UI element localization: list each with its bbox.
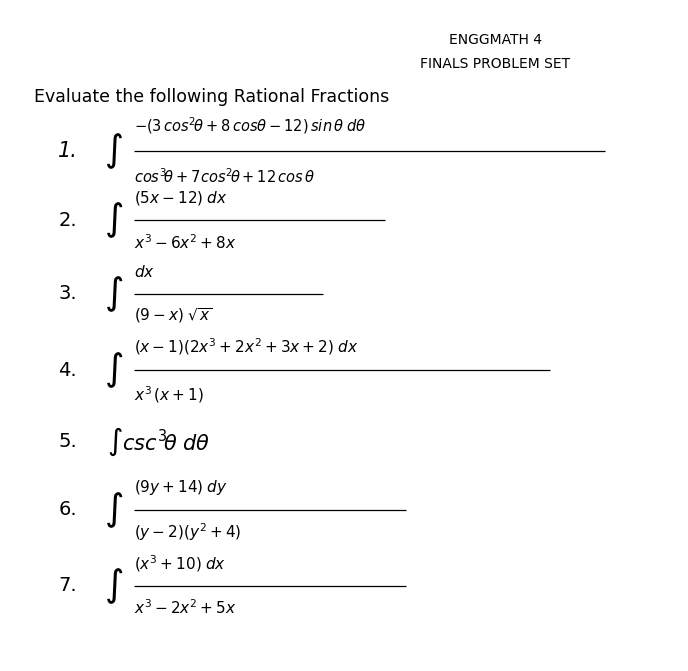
Text: $(y-2)(y^2+4)$: $(y-2)(y^2+4)$	[134, 521, 241, 543]
Text: $(5x-12)\;dx$: $(5x-12)\;dx$	[134, 189, 228, 207]
Text: $(x-1)(2x^3+2x^2+3x+2)\;dx$: $(x-1)(2x^3+2x^2+3x+2)\;dx$	[134, 336, 358, 356]
Text: 3.: 3.	[58, 285, 77, 303]
Text: $\int csc^3\!\theta\;d\theta$: $\int csc^3\!\theta\;d\theta$	[107, 425, 209, 458]
Text: $\int$: $\int$	[104, 200, 123, 240]
Text: ENGGMATH 4: ENGGMATH 4	[449, 34, 542, 47]
Text: $dx$: $dx$	[134, 264, 155, 280]
Text: $(9-x)\;\sqrt{x}$: $(9-x)\;\sqrt{x}$	[134, 307, 212, 325]
Text: 7.: 7.	[58, 576, 77, 595]
Text: $\int$: $\int$	[104, 131, 123, 171]
Text: $x^3- 2x^2+5x$: $x^3- 2x^2+5x$	[134, 599, 237, 617]
Text: $-(3\,cos^2\!\theta + 8\,cos\theta -12)\,sin\,\theta\;d\theta$: $-(3\,cos^2\!\theta + 8\,cos\theta -12)\…	[134, 115, 367, 136]
Text: $x^3- 6x^2+8x$: $x^3- 6x^2+8x$	[134, 233, 237, 252]
Text: 4.: 4.	[58, 361, 77, 380]
Text: FINALS PROBLEM SET: FINALS PROBLEM SET	[420, 57, 570, 70]
Text: 6.: 6.	[58, 501, 77, 519]
Text: 2.: 2.	[58, 211, 77, 229]
Text: $x^3\,(x+1)$: $x^3\,(x+1)$	[134, 384, 204, 405]
Text: $(x^3+10)\;dx$: $(x^3+10)\;dx$	[134, 554, 226, 574]
Text: 1.: 1.	[58, 141, 78, 161]
Text: Evaluate the following Rational Fractions: Evaluate the following Rational Fraction…	[34, 89, 389, 106]
Text: $\int$: $\int$	[104, 274, 123, 314]
Text: $\int$: $\int$	[104, 350, 123, 391]
Text: 5.: 5.	[58, 432, 77, 451]
Text: $\int$: $\int$	[104, 566, 123, 606]
Text: $cos^3\!\theta+ 7cos^2\!\theta+ 12\,cos\,\theta$: $cos^3\!\theta+ 7cos^2\!\theta+ 12\,cos\…	[134, 167, 316, 186]
Text: $\int$: $\int$	[104, 490, 123, 530]
Text: $(9y+14)\;dy$: $(9y+14)\;dy$	[134, 478, 228, 497]
